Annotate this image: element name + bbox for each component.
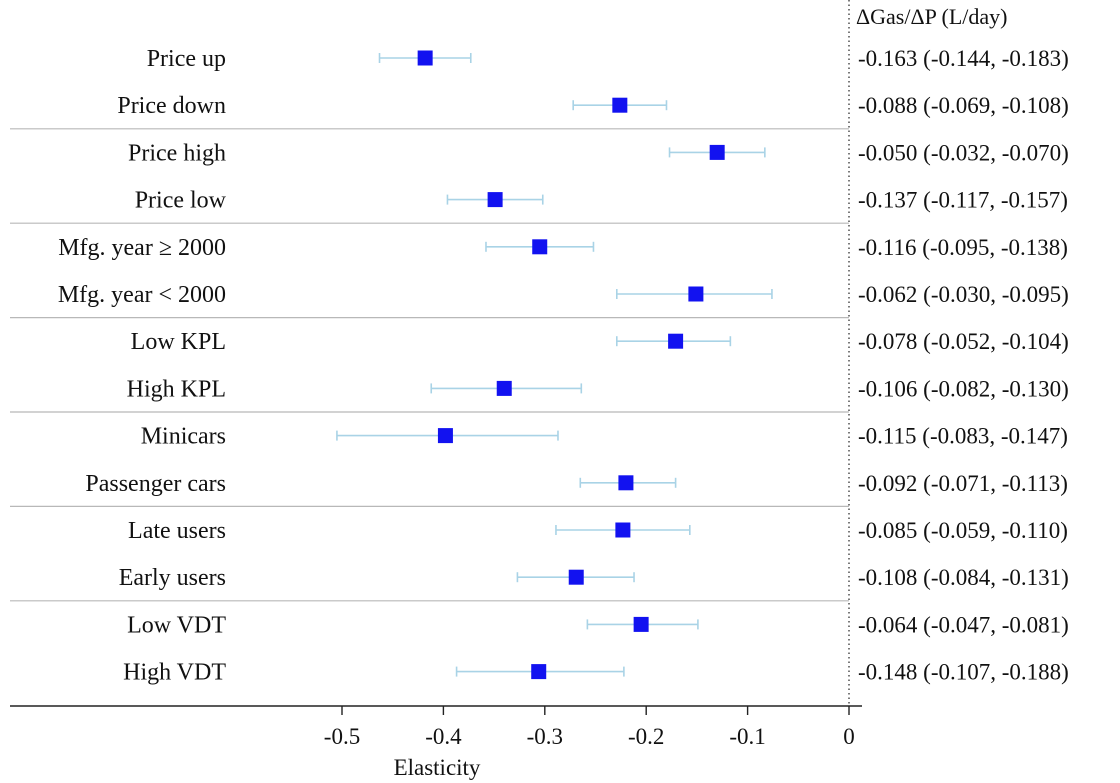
row-label: Low VDT xyxy=(127,612,226,638)
point-marker xyxy=(618,475,634,491)
row-value-text: -0.078 (-0.052, -0.104) xyxy=(858,329,1069,354)
row-value-text: -0.085 (-0.059, -0.110) xyxy=(858,518,1068,543)
x-tick-label: -0.1 xyxy=(729,724,765,749)
point-marker xyxy=(437,428,453,444)
value-column-header: ΔGas/ΔP (L/day) xyxy=(856,4,1008,29)
row-label: Mfg. year ≥ 2000 xyxy=(58,235,226,261)
row-value-text: -0.092 (-0.071, -0.113) xyxy=(858,471,1068,496)
x-tick-label: -0.4 xyxy=(425,724,462,749)
row-value-text: -0.108 (-0.084, -0.131) xyxy=(858,565,1069,590)
row-value-text: -0.062 (-0.030, -0.095) xyxy=(858,282,1069,307)
row-label: Minicars xyxy=(141,424,226,450)
x-axis-label: Elasticity xyxy=(394,755,481,780)
row-label: Price low xyxy=(135,188,227,214)
point-marker xyxy=(568,569,584,585)
row-label: Low KPL xyxy=(131,329,226,355)
row-value-text: -0.088 (-0.069, -0.108) xyxy=(858,93,1069,118)
row-label: Early users xyxy=(119,565,226,591)
row-value-text: -0.115 (-0.083, -0.147) xyxy=(858,424,1068,449)
x-tick-label: -0.5 xyxy=(324,724,360,749)
row-value-text: -0.163 (-0.144, -0.183) xyxy=(858,46,1069,71)
point-marker xyxy=(688,286,704,302)
confidence-intervals xyxy=(336,53,773,677)
row-value-text: -0.116 (-0.095, -0.138) xyxy=(858,235,1068,260)
row-value-text: -0.137 (-0.117, -0.157) xyxy=(858,188,1068,213)
row-value-text: -0.064 (-0.047, -0.081) xyxy=(858,612,1069,637)
x-tick-label: -0.3 xyxy=(527,724,563,749)
point-marker xyxy=(532,239,548,255)
row-label: Late users xyxy=(128,518,226,544)
row-value-text: -0.050 (-0.032, -0.070) xyxy=(858,140,1069,165)
point-marker xyxy=(487,192,503,208)
point-marker xyxy=(531,664,547,680)
row-value-text: -0.148 (-0.107, -0.188) xyxy=(858,660,1069,685)
group-separators xyxy=(10,128,849,602)
value-column: -0.163 (-0.144, -0.183) -0.088 (-0.069, -… xyxy=(858,46,1069,685)
row-label: High VDT xyxy=(123,660,226,686)
point-marker xyxy=(633,616,649,632)
x-tick-label: -0.2 xyxy=(628,724,664,749)
point-marker xyxy=(709,144,725,160)
row-label: Mfg. year < 2000 xyxy=(58,282,226,308)
row-labels: Price up Price down Price high Price low Mfg… xyxy=(58,46,227,686)
point-marker xyxy=(496,380,512,396)
row-label: Price up xyxy=(147,46,226,72)
row-label: High KPL xyxy=(127,376,226,402)
row-label: Passenger cars xyxy=(85,471,226,497)
row-label: Price down xyxy=(117,93,226,119)
point-marker xyxy=(668,333,684,349)
row-label: Price high xyxy=(128,140,226,166)
point-marker xyxy=(612,97,628,113)
point-marker xyxy=(615,522,631,538)
point-estimates xyxy=(417,50,725,680)
x-tick-label: 0 xyxy=(843,724,855,749)
x-axis-ticks: -0.5 -0.4 -0.3 -0.2 -0.1 0 xyxy=(324,706,855,749)
point-marker xyxy=(417,50,433,66)
row-value-text: -0.106 (-0.082, -0.130) xyxy=(858,376,1069,401)
